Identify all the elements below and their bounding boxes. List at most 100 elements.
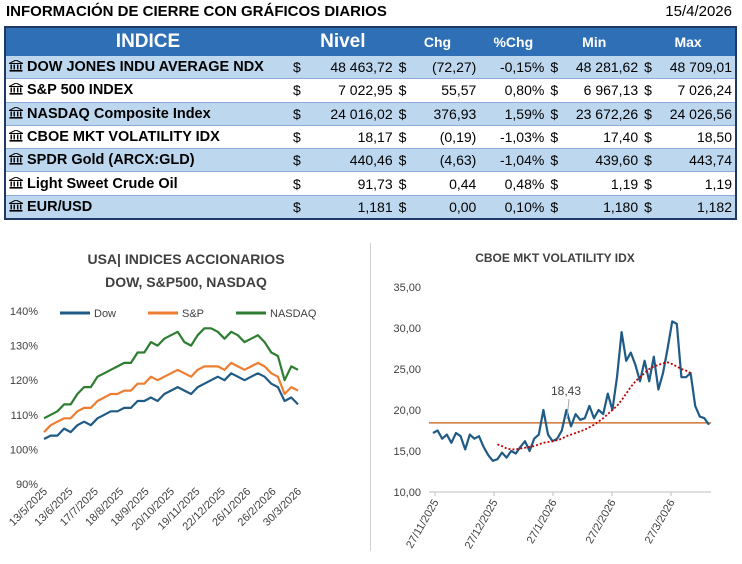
y-tick-label: 120% xyxy=(10,375,38,387)
x-tick: 27/3/2026 xyxy=(643,498,678,546)
currency-symbol: $ xyxy=(641,148,658,173)
nivel-value: 91,73 xyxy=(306,171,396,196)
currency-symbol: $ xyxy=(290,171,306,196)
table-row: EUR/USD $1,181 $0,00 0,10% $1,180 $1,182 xyxy=(5,195,736,220)
y-tick-label: 15,00 xyxy=(393,446,421,458)
table-header-row: INDICE Nivel Chg %Chg Min Max xyxy=(5,27,736,56)
nivel-value: 18,17 xyxy=(306,125,396,150)
pctchg-value: 0,48% xyxy=(479,171,548,196)
chart-title: CBOE MKT VOLATILITY IDX xyxy=(475,251,635,265)
bank-icon xyxy=(9,199,23,212)
min-value: 6 967,13 xyxy=(563,78,642,103)
chg-value: (0,19) xyxy=(411,125,480,150)
max-value: 1,182 xyxy=(657,195,736,220)
chg-value: (72,27) xyxy=(411,56,480,80)
bank-icon xyxy=(9,83,23,96)
index-name: NASDAQ Composite Index xyxy=(5,102,290,126)
currency-symbol: $ xyxy=(290,78,306,103)
nivel-value: 1,181 xyxy=(306,195,396,220)
table-row: CBOE MKT VOLATILITY IDX $18,17 $ (0,19) -1,0… xyxy=(5,125,736,150)
currency-symbol: $ xyxy=(641,102,658,126)
chg-value: 0,44 xyxy=(411,171,480,196)
max-value: 7 026,24 xyxy=(657,78,736,103)
index-name-label: SPDR Gold (ARCX:GLD) xyxy=(27,152,195,169)
y-tick-label: 35,00 xyxy=(393,282,421,294)
max-value: 24 026,56 xyxy=(657,102,736,126)
currency-symbol: $ xyxy=(547,195,564,220)
chart-divider xyxy=(370,243,371,551)
quotes-table: INDICE Nivel Chg %Chg Min Max DOW JONES … xyxy=(4,26,737,221)
max-value: 48 709,01 xyxy=(657,56,736,80)
min-value: 17,40 xyxy=(563,125,642,150)
chg-value: 55,57 xyxy=(411,78,480,103)
nivel-value: 440,46 xyxy=(306,148,396,173)
bank-icon xyxy=(9,130,23,142)
chart-subtitle: DOW, S&P500, NASDAQ xyxy=(105,274,267,290)
vix-chart-svg: CBOE MKT VOLATILITY IDX 10,00 15,00 20,00 25… xyxy=(393,251,711,552)
index-name-label: EUR/USD xyxy=(27,198,93,215)
y-tick-label: 90% xyxy=(16,479,38,491)
y-tick-label: 100% xyxy=(10,444,38,456)
bank-icon xyxy=(9,106,23,119)
x-tick: 27/1/2026 xyxy=(525,498,560,546)
table-row: DOW JONES INDU AVERAGE NDX $48 463,72 $ (72… xyxy=(5,56,736,80)
y-tick-label: 20,00 xyxy=(393,405,421,417)
y-tick-label: 25,00 xyxy=(393,364,421,376)
x-tick-label: 27/3/2026 xyxy=(643,498,678,546)
pctchg-value: -1,04% xyxy=(479,148,548,173)
indices-chart-svg: USA| INDICES ACCIONARIOS DOW, S&P500, NAS… xyxy=(7,251,317,533)
index-name: CBOE MKT VOLATILITY IDX xyxy=(5,125,290,150)
pctchg-value: 1,59% xyxy=(479,102,548,126)
col-header-max: Max xyxy=(641,27,736,56)
x-tick: 27/11/2025 xyxy=(404,498,442,551)
currency-symbol: $ xyxy=(395,56,412,80)
chg-value: 0,00 xyxy=(411,195,480,220)
y-tick-label: 140% xyxy=(10,306,38,318)
index-name-label: S&P 500 INDEX xyxy=(27,82,134,99)
legend-label: NASDAQ xyxy=(270,308,317,320)
x-tick-label: 27/2/2026 xyxy=(584,498,619,546)
max-value: 1,19 xyxy=(657,171,736,196)
currency-symbol: $ xyxy=(641,78,658,103)
currency-symbol: $ xyxy=(547,125,564,150)
index-name-label: Light Sweet Crude Oil xyxy=(27,175,178,192)
currency-symbol: $ xyxy=(290,195,306,220)
reference-label: 18,43 xyxy=(551,384,581,398)
min-value: 1,19 xyxy=(563,171,642,196)
x-tick-label: 27/12/2025 xyxy=(463,498,501,552)
pctchg-value: -1,03% xyxy=(479,125,548,150)
index-name: S&P 500 INDEX xyxy=(5,78,290,103)
currency-symbol: $ xyxy=(547,148,564,173)
col-header-min: Min xyxy=(547,27,642,56)
trend-line xyxy=(497,361,692,451)
series-line xyxy=(43,361,299,433)
series-line xyxy=(43,372,299,440)
series-line xyxy=(432,320,710,462)
index-name-label: DOW JONES INDU AVERAGE NDX xyxy=(27,59,264,76)
currency-symbol: $ xyxy=(290,148,306,173)
pctchg-value: -0,15% xyxy=(479,56,548,80)
report-date: 15/4/2026 xyxy=(665,3,732,20)
currency-symbol: $ xyxy=(641,125,658,150)
currency-symbol: $ xyxy=(547,102,564,126)
currency-symbol: $ xyxy=(547,56,564,80)
series-line xyxy=(43,327,299,420)
min-value: 1,180 xyxy=(563,195,642,220)
bank-icon xyxy=(9,176,23,189)
pctchg-value: 0,80% xyxy=(479,78,548,103)
currency-symbol: $ xyxy=(395,195,412,220)
x-tick-label: 27/1/2026 xyxy=(525,498,560,546)
chg-value: 376,93 xyxy=(411,102,480,126)
nivel-value: 7 022,95 xyxy=(306,78,396,103)
y-tick-label: 130% xyxy=(10,341,38,353)
chg-value: (4,63) xyxy=(411,148,480,173)
index-name: SPDR Gold (ARCX:GLD) xyxy=(5,148,290,173)
max-value: 443,74 xyxy=(657,148,736,173)
pctchg-value: 0,10% xyxy=(479,195,548,220)
y-tick-label: 30,00 xyxy=(393,323,421,335)
bank-icon xyxy=(9,153,23,165)
col-header-nivel: Nivel xyxy=(290,27,396,56)
x-tick: 27/2/2026 xyxy=(584,498,619,546)
index-name: Light Sweet Crude Oil xyxy=(5,171,290,196)
currency-symbol: $ xyxy=(290,102,306,126)
